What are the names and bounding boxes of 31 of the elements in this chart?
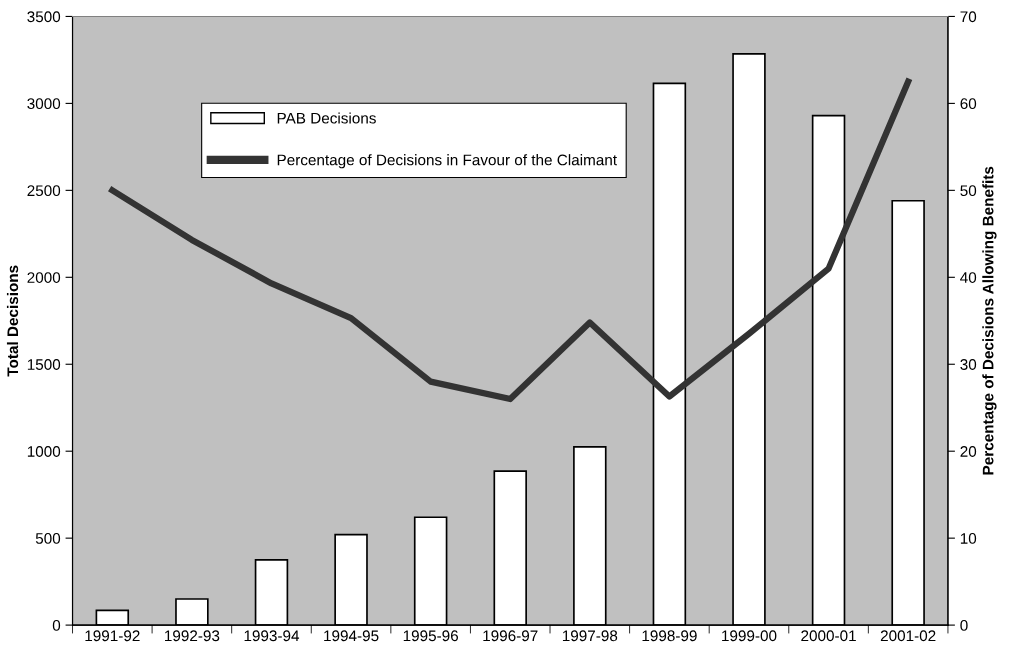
y-tick-label: 2500 (27, 185, 61, 197)
x-tick-label: 1999-00 (722, 630, 777, 642)
y2-tick-label: 30 (960, 359, 977, 370)
y-tick-label: 1000 (27, 446, 61, 457)
x-tick-label: 2001-02 (880, 630, 936, 642)
x-tick-label: 1992-93 (165, 630, 220, 642)
y-tick-label: 1500 (27, 359, 61, 370)
y-tick-label: 2000 (27, 272, 61, 283)
y-tick-label: 3500 (27, 11, 61, 23)
y-axis-title: Total Decisions (6, 265, 19, 377)
y2-tick-label: 60 (960, 98, 977, 110)
x-tick-label: 1996-97 (483, 630, 538, 642)
y2-tick-label: 70 (960, 11, 977, 23)
y-tick-label: 0 (52, 619, 61, 631)
y-tick-label: 3000 (27, 98, 61, 110)
x-tick-label: 1994-95 (324, 630, 379, 642)
y2-tick-label: 20 (960, 446, 977, 457)
x-tick-label: 1995-96 (403, 630, 459, 642)
x-tick-label: 1991-92 (85, 630, 140, 642)
x-tick-label: 1993-94 (244, 630, 300, 642)
y2-tick-label: 0 (960, 619, 968, 631)
x-tick-label: 2000-01 (801, 630, 856, 642)
y2-tick-label: 10 (960, 533, 977, 544)
legend-label: Percentage of Decisions in Favour of the Claimant (277, 154, 617, 169)
y2-axis-title: Percentage of Decisions Allowing Benefits (982, 166, 997, 475)
legend-label: PAB Decisions (277, 112, 376, 124)
x-tick-label: 1998-99 (642, 630, 697, 642)
y-tick-label: 500 (35, 533, 61, 544)
y2-tick-label: 40 (960, 272, 977, 283)
y2-tick-label: 50 (960, 185, 977, 197)
x-tick-label: 1997-98 (562, 630, 618, 642)
